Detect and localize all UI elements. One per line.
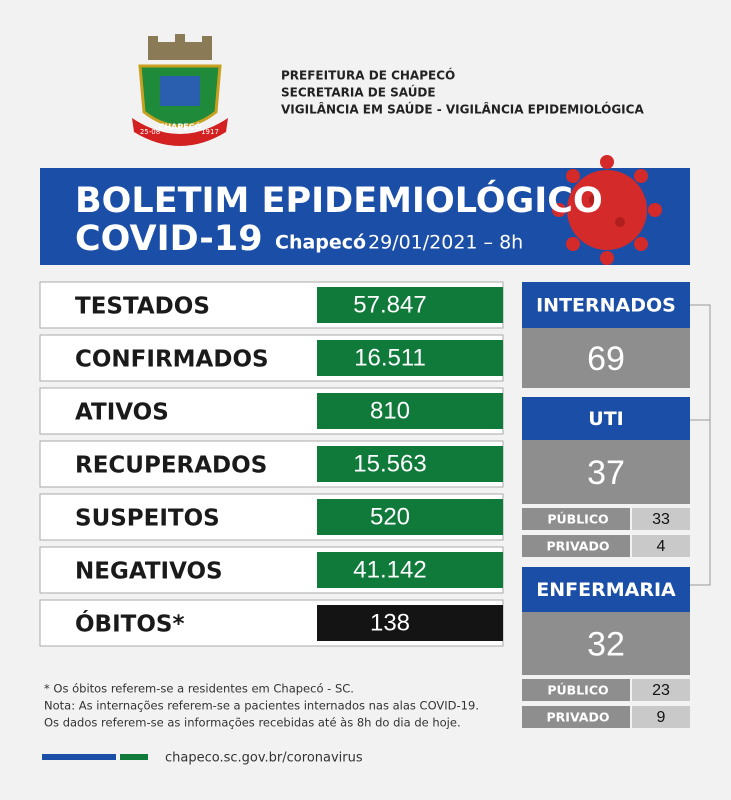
panel-label: UTI: [588, 408, 623, 430]
stat-value: 15.563: [353, 450, 426, 477]
stat-label: TESTADOS: [75, 294, 210, 320]
sub-row-value-box: [632, 508, 690, 530]
stat-value-box: [317, 287, 503, 323]
panel-header: [522, 397, 690, 440]
header-line: PREFEITURA DE CHAPECÓ: [281, 68, 455, 83]
footer-bar: [42, 754, 116, 760]
panel-value-box: [522, 612, 690, 675]
stat-value: 16.511: [354, 344, 426, 371]
sub-row-label: PRIVADO: [547, 539, 610, 554]
note: Os dados referem-se as informações receb…: [44, 716, 461, 730]
stat-value-box: [317, 446, 503, 482]
logo: [132, 34, 228, 146]
sub-row-value-box: [632, 679, 690, 701]
hospital-panel: INTERNADOS 69 UTI 37 PÚBLICO 33 PRIVADO 4 ENFERM…: [522, 282, 690, 728]
banner-city: Chapecó: [275, 232, 366, 254]
sub-row-label-box: [522, 679, 630, 701]
stat-label: RECUPERADOS: [75, 453, 267, 479]
stat-label: ÓBITOS*: [75, 610, 184, 638]
sub-row-value-box: [632, 535, 690, 557]
sub-row-value: 33: [652, 511, 670, 528]
sub-row-value: 23: [652, 682, 670, 699]
stat-value: 138: [370, 609, 410, 636]
banner-title: BOLETIM EPIDEMIOLÓGICO: [75, 179, 603, 221]
header-line: VIGILÂNCIA EM SAÚDE - VIGILÂNCIA EPIDEMI…: [281, 102, 644, 117]
connector: [690, 304, 711, 586]
stat-label: CONFIRMADOS: [75, 347, 269, 373]
sub-row-label: PÚBLICO: [547, 683, 608, 698]
stat-value: 520: [370, 503, 410, 530]
footer-bar: [120, 754, 148, 760]
note: * Os óbitos referem-se a residentes em C…: [44, 682, 354, 696]
sub-row-label-box: [522, 535, 630, 557]
panel-value: 69: [587, 340, 625, 378]
sub-row-label-box: [522, 508, 630, 530]
stat-value: 810: [370, 397, 410, 424]
stat-value: 57.847: [353, 291, 426, 318]
stat-label: SUSPEITOS: [75, 506, 220, 532]
panel-header: [522, 282, 690, 328]
sub-row-value: 9: [657, 709, 666, 726]
stats: TESTADOS 57.847 CONFIRMADOS 16.511 ATIVOS 810…: [39, 281, 504, 647]
banner-date: 29/01/2021 – 8h: [368, 232, 523, 254]
stat-label: NEGATIVOS: [75, 559, 223, 585]
logo-date: 25-08: [140, 128, 160, 136]
panel-value: 37: [587, 454, 625, 492]
note: Nota: As internações referem-se a pacien…: [44, 699, 479, 713]
sub-row-value-box: [632, 706, 690, 728]
stat-value-box: [317, 552, 503, 588]
stat-value-box: [317, 393, 503, 429]
panel-value: 32: [587, 625, 625, 663]
sub-row-label-box: [522, 706, 630, 728]
stat-value-box: [317, 605, 503, 641]
footer-url: chapeco.sc.gov.br/coronavirus: [165, 751, 363, 766]
stat-value: 41.142: [353, 556, 426, 583]
stat-label: ATIVOS: [75, 400, 169, 426]
logo-date: 1917: [201, 128, 219, 136]
sub-row-label: PÚBLICO: [547, 512, 608, 527]
header-line: SECRETARIA DE SAÚDE: [281, 85, 436, 100]
virus-illustration: [552, 155, 662, 265]
panel-value-box: [522, 440, 690, 504]
panel-value-box: [522, 328, 690, 388]
stat-value-box: [317, 499, 503, 535]
sub-row-value: 4: [657, 538, 666, 555]
panel-header: [522, 567, 690, 612]
sub-row-label: PRIVADO: [547, 710, 610, 725]
stat-value-box: [317, 340, 503, 376]
panel-label: INTERNADOS: [536, 295, 676, 317]
panel-label: ENFERMARIA: [536, 579, 676, 601]
logo-name: CHAPECÓ: [159, 121, 202, 132]
banner-subtitle: COVID-19: [75, 219, 263, 259]
